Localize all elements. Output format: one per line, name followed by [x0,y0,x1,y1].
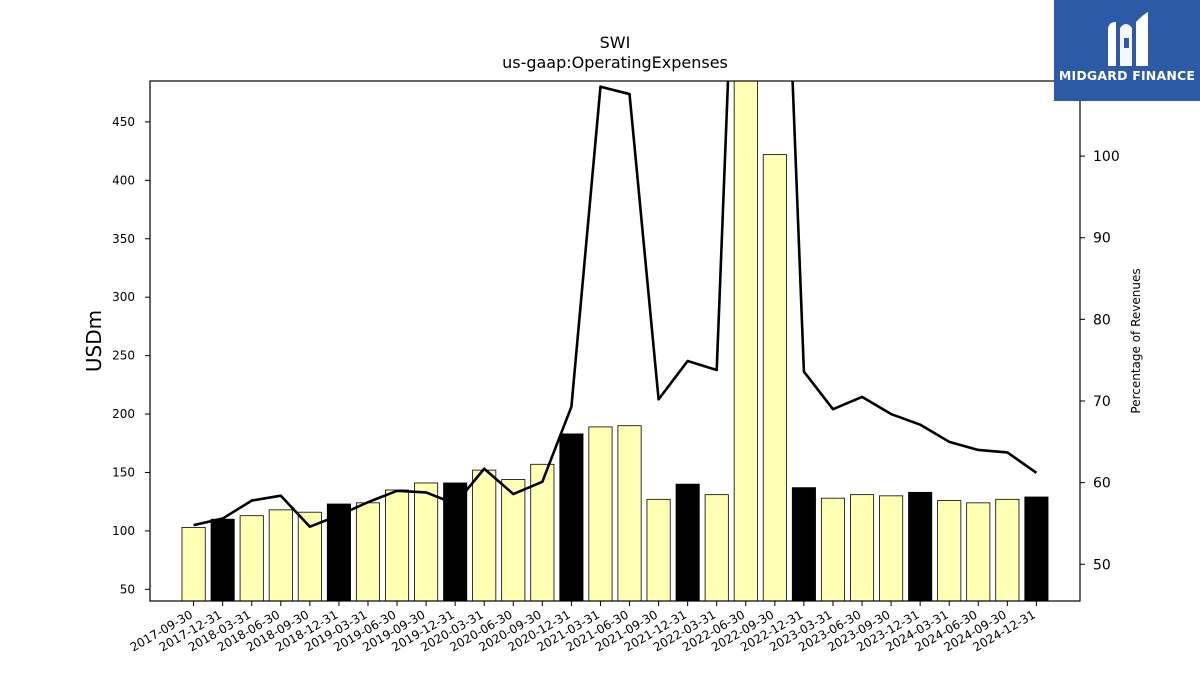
percentage-line-series [193,81,1038,529]
y2-tick-label: 100 [1093,149,1120,165]
bar [472,469,497,601]
y-tick-label: 250 [112,349,135,363]
bar [762,154,787,601]
y2-tick-label: 80 [1093,312,1111,328]
bar [646,498,671,601]
bar [443,482,468,601]
y-tick-label: 400 [112,173,135,187]
y-tick-label: 100 [112,524,135,538]
bar [617,425,642,601]
y2-tick-label: 70 [1093,394,1111,410]
y2-tick-label: 60 [1093,476,1111,492]
bar [385,489,410,601]
y-tick-label: 50 [120,582,135,596]
y-tick-label: 200 [112,407,135,421]
y-tick-label: 300 [112,290,135,304]
bar [879,495,904,601]
logo-text: MIDGARD FINANCE [1058,68,1196,83]
bar [908,491,933,601]
right-axis-ticks: 50 60 70 80 90 100 [1080,149,1120,573]
bar [1024,496,1049,601]
y-tick-label: 150 [112,465,135,479]
bar [704,494,729,601]
bar [588,426,613,601]
y2-tick-label: 90 [1093,231,1111,247]
bar [733,81,758,601]
chart-title: SWI [600,33,631,52]
bar-series [181,81,1049,601]
bar [268,509,293,601]
bar [181,526,206,601]
bar [559,433,584,601]
y-tick-label: 450 [112,115,135,129]
bar [501,479,526,601]
bar [297,511,322,601]
bar [966,502,991,601]
bar [850,494,875,601]
bar [995,498,1020,601]
bar [210,518,235,601]
bar [937,500,962,601]
y2-tick-label: 50 [1093,557,1111,573]
percentage-line [193,81,1038,529]
bar [675,483,700,601]
y-tick-label: 350 [112,232,135,246]
left-axis-ticks: 50 100 150 200 250 300 350 400 450 [112,115,150,596]
plot-frame [149,80,1081,602]
bar [791,487,816,601]
bar [820,497,845,601]
bar [414,482,439,601]
y2-axis-label: Percentage of Revenues [1129,268,1143,413]
bar [239,515,264,601]
chart-subtitle: us-gaap:OperatingExpenses [502,53,728,72]
y-axis-label: USDm [82,310,106,372]
bar [355,502,380,601]
midgard-logo-icon [1108,12,1148,66]
x-axis-ticks: 2017-09-302017-12-312018-03-312018-06-30… [128,601,1038,654]
